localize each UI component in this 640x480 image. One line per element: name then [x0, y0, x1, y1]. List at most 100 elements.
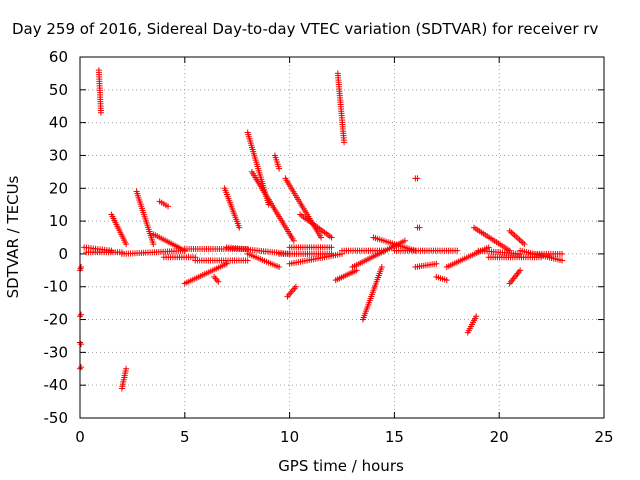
data-series-segment	[95, 67, 104, 116]
y-tick-label: 0	[58, 245, 68, 263]
data-point	[416, 224, 423, 231]
data-point	[517, 267, 524, 274]
data-series-segment	[77, 339, 85, 348]
x-tick-label: 10	[280, 428, 299, 446]
data-series-segment	[412, 260, 440, 271]
data-series-segment	[282, 175, 325, 241]
data-series-segment	[506, 267, 524, 287]
data-point	[236, 224, 243, 231]
chart-title: Day 259 of 2016, Sidereal Day-to-day VTE…	[12, 20, 598, 38]
x-axis-label: GPS time / hours	[278, 457, 404, 475]
data-series-segment	[181, 260, 230, 287]
data-series-segment	[248, 168, 297, 244]
data-series-segment	[160, 254, 199, 261]
data-point	[318, 234, 325, 241]
data-point	[328, 244, 335, 251]
data-series-segment	[156, 198, 172, 210]
data-series-segment	[150, 231, 188, 254]
y-tick-label: 60	[49, 48, 68, 66]
data-series-segment	[334, 70, 348, 146]
data-series-segment	[412, 175, 421, 182]
data-series-segment	[370, 234, 419, 254]
data-series-segment	[108, 211, 130, 248]
data-series-segment	[286, 250, 345, 267]
data-point	[328, 234, 335, 241]
data-point	[378, 264, 385, 271]
data-point	[223, 260, 230, 267]
data-point	[559, 250, 566, 257]
data-series-segment	[192, 257, 251, 264]
data-series-segment	[506, 227, 528, 248]
plot-frame	[79, 56, 605, 419]
x-tick-label: 0	[75, 428, 85, 446]
y-tick-label: 40	[49, 114, 68, 132]
data-point	[78, 341, 85, 348]
x-tick-label: 20	[490, 428, 509, 446]
data-point	[78, 311, 85, 318]
data-series-segment	[221, 185, 243, 231]
data-series-segment	[271, 152, 283, 172]
data-point	[276, 165, 283, 172]
data-series-segment	[391, 247, 461, 254]
data-series-segment	[414, 224, 423, 231]
data-series-segment	[181, 245, 251, 252]
tick-labels: 0 5 10 15 20 25 60 50 40 30 20 10 0 -10 -20 -30 -40 -50	[44, 48, 614, 446]
data-series-segment	[527, 250, 566, 257]
data-point	[276, 264, 283, 271]
data-point	[521, 241, 528, 248]
data-series-segment	[77, 264, 85, 274]
data-series-segment	[244, 250, 283, 271]
data-point	[78, 364, 85, 371]
data-point	[97, 109, 104, 116]
data-point	[215, 278, 222, 285]
data-point	[473, 313, 480, 320]
data-point	[443, 277, 450, 284]
data-point	[292, 283, 299, 290]
data-series-segment	[433, 273, 450, 284]
data-point	[401, 237, 408, 244]
data-series-segment	[284, 283, 299, 300]
y-axis-label: SDTVAR / TECUs	[4, 175, 22, 298]
data-series-segment	[349, 237, 408, 271]
data-point	[454, 247, 461, 254]
data-series-segment	[485, 254, 545, 261]
data-point	[414, 175, 421, 182]
data-point	[485, 244, 492, 251]
data-series-segment	[77, 311, 85, 320]
data-point	[123, 241, 130, 248]
data-series-segment	[211, 273, 222, 285]
data-point	[123, 365, 130, 372]
data-point	[78, 264, 85, 271]
data-series-segment	[332, 267, 360, 284]
data-point	[290, 237, 297, 244]
data-series-segment	[475, 247, 524, 257]
y-tick-label: -40	[44, 376, 69, 394]
data-point	[433, 260, 440, 267]
y-tick-label: -20	[44, 311, 69, 329]
data-series-segment	[223, 244, 293, 257]
data-point	[244, 257, 251, 264]
data-series-segment	[133, 188, 157, 248]
y-tick-label: 20	[49, 179, 68, 197]
data-series-segment	[464, 313, 480, 336]
y-tick-label: 10	[49, 212, 68, 230]
y-tick-label: 30	[49, 146, 68, 164]
data-series-segment	[443, 244, 492, 271]
data-point	[353, 267, 360, 274]
x-tick-label: 25	[594, 428, 613, 446]
data-series-segment	[77, 364, 85, 372]
data-series-segment	[276, 250, 335, 257]
y-tick-label: -50	[44, 409, 69, 427]
data-point	[559, 257, 566, 264]
data-series-segment	[118, 365, 130, 392]
data-series-segment	[286, 244, 335, 251]
x-tick-label: 15	[385, 428, 404, 446]
y-tick-label: -30	[44, 343, 69, 361]
x-tick-label: 5	[180, 428, 190, 446]
data-point	[165, 203, 172, 210]
data-series-segment	[471, 224, 513, 254]
data-point	[150, 241, 157, 248]
data-series-segment	[83, 249, 125, 256]
y-tick-label: -10	[44, 278, 69, 296]
